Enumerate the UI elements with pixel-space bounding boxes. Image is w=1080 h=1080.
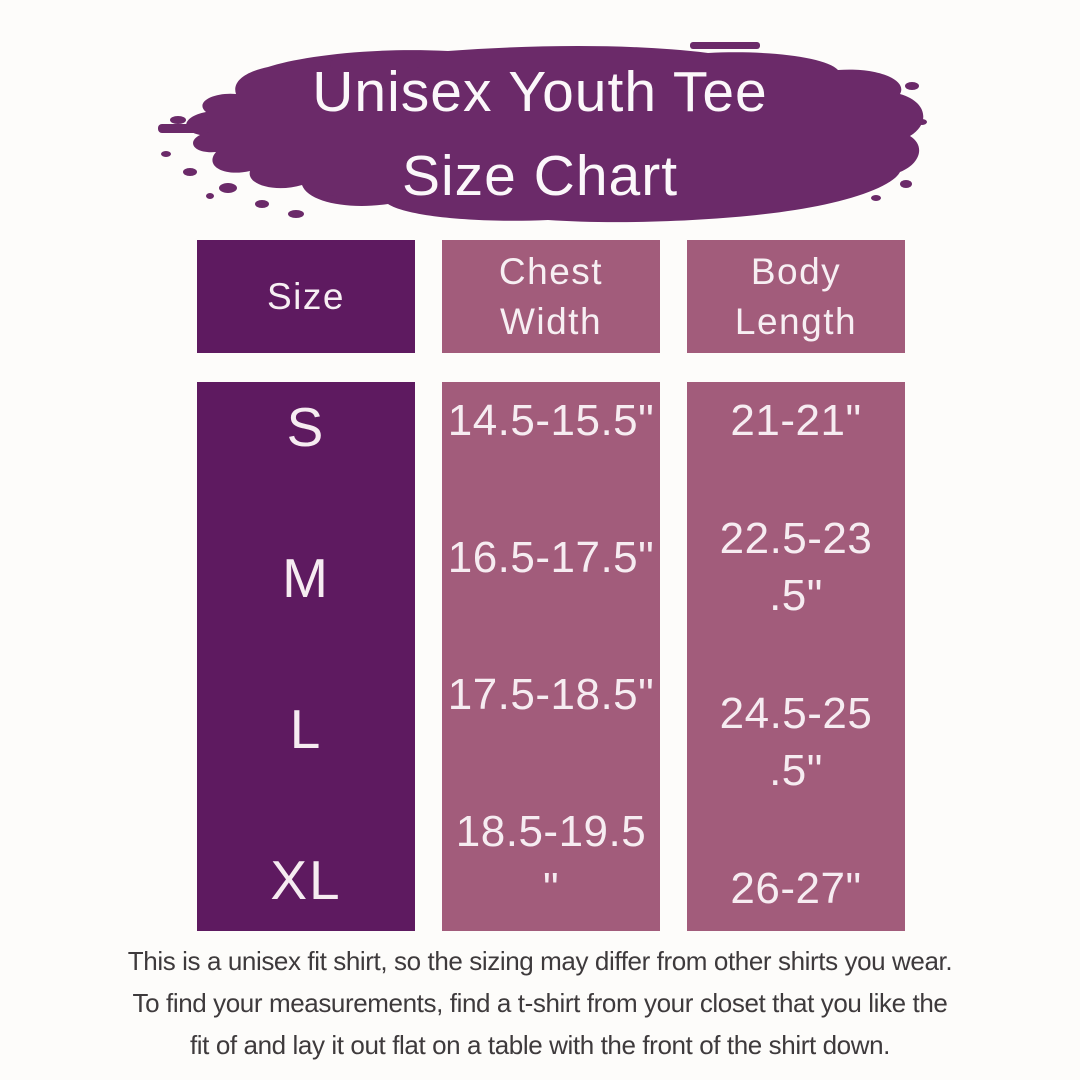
chest-width-s: 14.5-15.5" [447, 396, 655, 445]
title-line-1: Unisex Youth Tee [312, 59, 768, 124]
body-length-xl: 26-27" [730, 863, 862, 913]
body-length-m: 22.5-23 .5" [719, 513, 873, 620]
column-header-chest-width: Chest Width [442, 240, 660, 353]
brush-stroke-banner [150, 36, 930, 232]
size-column: S M L XL [197, 382, 415, 931]
chest-width-l: 17.5-18.5" [447, 669, 655, 719]
page-title: Unisex Youth Tee Size Chart [150, 36, 930, 232]
chest-width-xl: 18.5-19.5 " [455, 806, 647, 913]
body-length-s: 21-21" [730, 396, 862, 445]
brush-stroke-icon [158, 42, 927, 223]
size-value-s: S [286, 396, 326, 458]
chest-width-m: 16.5-17.5" [447, 532, 655, 582]
body-length-l: 24.5-25 .5" [719, 688, 873, 795]
chest-width-column: 14.5-15.5" 16.5-17.5" 17.5-18.5" 18.5-19… [442, 382, 660, 931]
size-chart-table: Size Chest Width Body Length S M L XL 14… [197, 240, 905, 931]
size-value-xl: XL [270, 849, 342, 912]
title-line-2: Size Chart [401, 144, 679, 208]
size-value-m: M [282, 547, 330, 610]
size-value-l: L [289, 698, 323, 761]
body-length-column: 21-21" 22.5-23 .5" 24.5-25 .5" 26-27" [687, 382, 905, 931]
column-header-body-length: Body Length [687, 240, 905, 353]
fit-instructions-note: This is a unisex fit shirt, so the sizin… [127, 946, 953, 1061]
column-header-size: Size [197, 240, 415, 353]
